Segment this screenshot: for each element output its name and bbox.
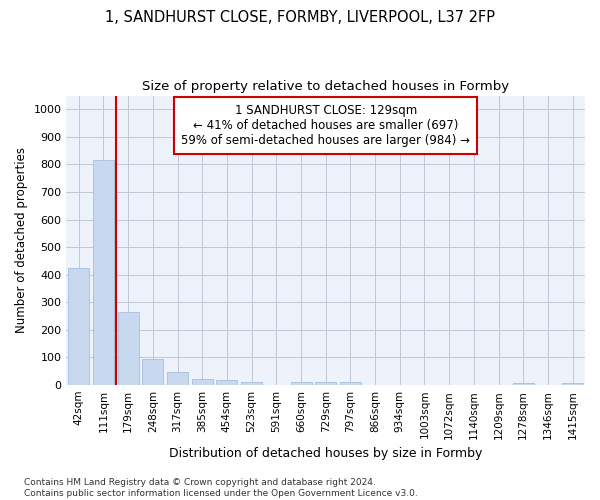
Y-axis label: Number of detached properties: Number of detached properties [15,148,28,334]
X-axis label: Distribution of detached houses by size in Formby: Distribution of detached houses by size … [169,447,482,460]
Bar [217,380,238,385]
Text: 1 SANDHURST CLOSE: 129sqm
← 41% of detached houses are smaller (697)
59% of semi: 1 SANDHURST CLOSE: 129sqm ← 41% of detac… [181,104,470,147]
Bar [340,382,361,385]
Bar [167,372,188,385]
Bar [241,382,262,385]
Bar [562,383,583,385]
Title: Size of property relative to detached houses in Formby: Size of property relative to detached ho… [142,80,509,93]
Bar [93,160,114,385]
Bar [513,383,534,385]
Bar [118,312,139,385]
Bar [192,379,213,385]
Text: 1, SANDHURST CLOSE, FORMBY, LIVERPOOL, L37 2FP: 1, SANDHURST CLOSE, FORMBY, LIVERPOOL, L… [105,10,495,25]
Bar [68,268,89,385]
Bar [315,382,336,385]
Bar [142,360,163,385]
Text: Contains HM Land Registry data © Crown copyright and database right 2024.
Contai: Contains HM Land Registry data © Crown c… [24,478,418,498]
Bar [290,382,311,385]
